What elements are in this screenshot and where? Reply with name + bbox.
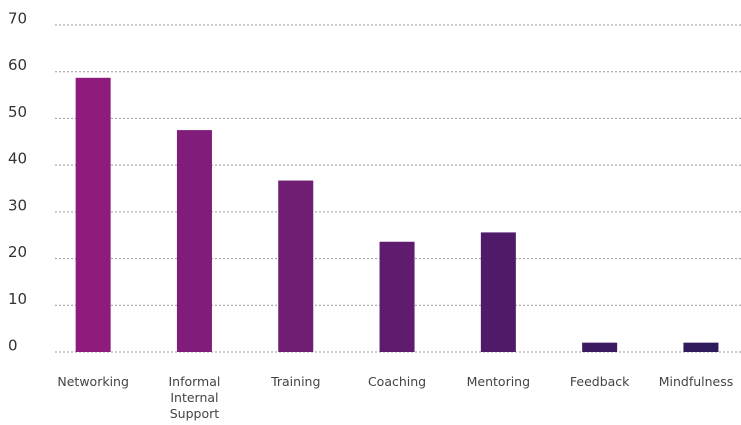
bar xyxy=(75,77,111,352)
bar xyxy=(683,342,719,352)
bar xyxy=(582,342,618,352)
bar xyxy=(176,130,212,352)
bar xyxy=(278,180,314,352)
y-tick-label: 0 xyxy=(8,337,18,355)
x-tick-label: Feedback xyxy=(569,374,630,389)
y-tick-label: 10 xyxy=(8,290,27,308)
x-tick-label: Coaching xyxy=(367,374,427,389)
bar xyxy=(480,232,516,352)
x-tick-label: Mindfulness xyxy=(658,374,734,389)
y-tick-label: 40 xyxy=(8,150,27,168)
y-tick-label: 60 xyxy=(8,56,27,74)
x-tick-label: Networking xyxy=(57,374,129,389)
y-tick-label: 30 xyxy=(8,196,27,214)
y-tick-label: 20 xyxy=(8,243,27,261)
x-tick-label: Informal Internal Support xyxy=(168,374,221,421)
x-tick-label: Mentoring xyxy=(466,374,531,389)
y-tick-label: 50 xyxy=(8,103,27,121)
y-tick-label: 70 xyxy=(8,10,27,28)
x-tick-label: Training xyxy=(271,374,321,389)
bar xyxy=(379,241,415,352)
